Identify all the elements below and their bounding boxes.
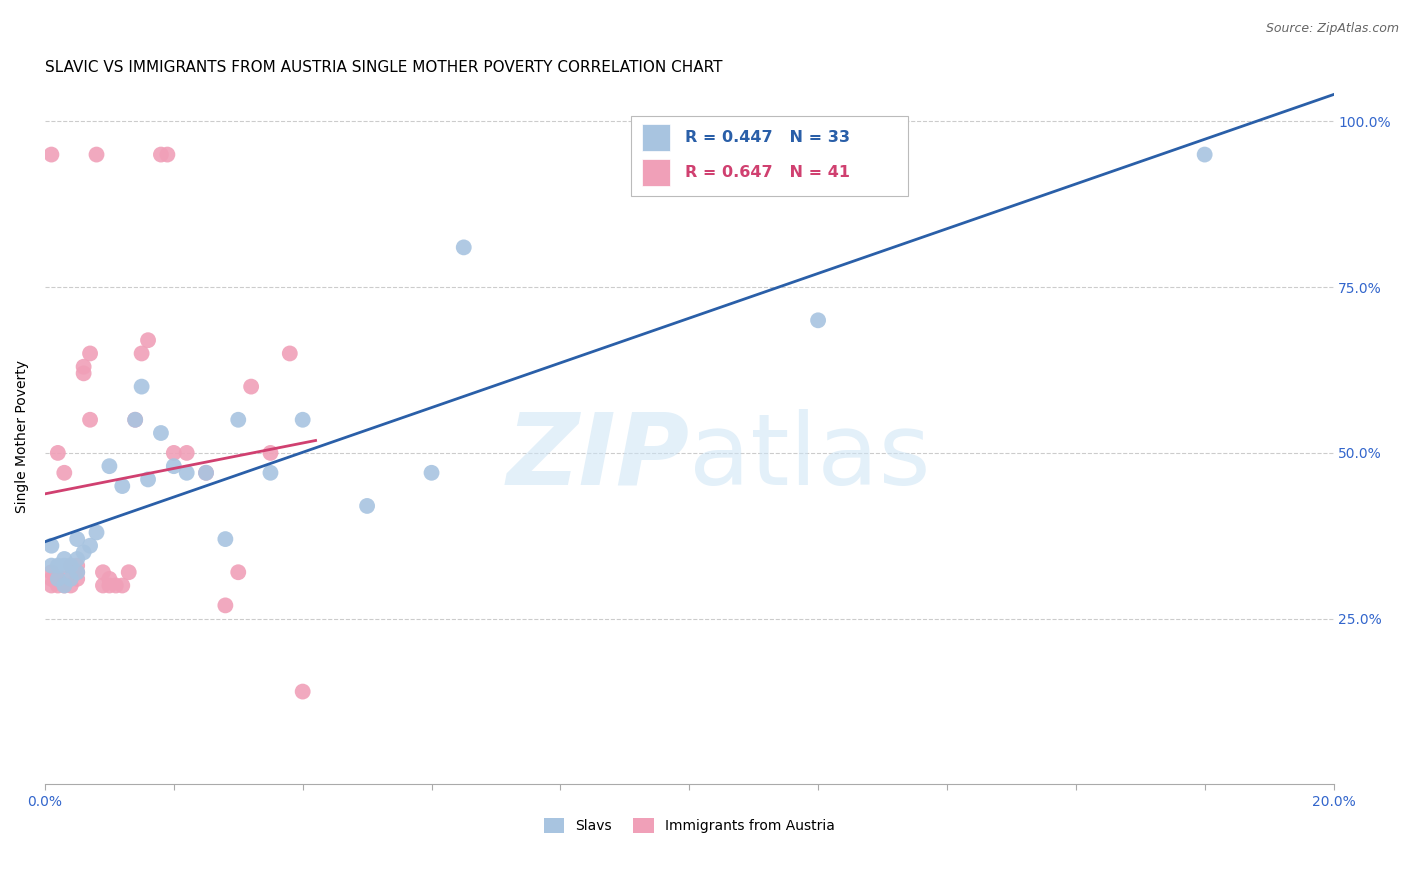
Point — [53, 552, 76, 566]
Point — [79, 346, 101, 360]
Point — [356, 499, 378, 513]
Point — [66, 566, 89, 580]
Text: Source: ZipAtlas.com: Source: ZipAtlas.com — [1265, 22, 1399, 36]
Point — [46, 572, 69, 586]
Point — [86, 525, 108, 540]
Point — [66, 572, 89, 586]
Point — [111, 578, 134, 592]
Text: SLAVIC VS IMMIGRANTS FROM AUSTRIA SINGLE MOTHER POVERTY CORRELATION CHART: SLAVIC VS IMMIGRANTS FROM AUSTRIA SINGLE… — [45, 60, 723, 75]
Text: ZIP: ZIP — [506, 409, 689, 506]
FancyBboxPatch shape — [631, 116, 908, 196]
Point — [214, 599, 236, 613]
Point — [453, 240, 475, 254]
Point — [41, 578, 63, 592]
Point — [124, 413, 146, 427]
Point — [278, 346, 301, 360]
Point — [240, 379, 263, 393]
Point — [59, 578, 82, 592]
Point — [156, 147, 179, 161]
Text: atlas: atlas — [689, 409, 931, 506]
Point — [163, 446, 186, 460]
Point — [195, 466, 218, 480]
Point — [46, 578, 69, 592]
Point — [53, 572, 76, 586]
Text: R = 0.647   N = 41: R = 0.647 N = 41 — [685, 165, 851, 180]
Point — [53, 466, 76, 480]
Point — [46, 446, 69, 460]
Point — [41, 566, 63, 580]
Point — [807, 313, 830, 327]
Point — [98, 578, 121, 592]
Point — [41, 539, 63, 553]
Bar — [641, 125, 669, 151]
Point — [72, 545, 94, 559]
Point — [86, 147, 108, 161]
Point — [259, 446, 281, 460]
Point — [176, 446, 198, 460]
Point — [136, 472, 159, 486]
Legend: Slavs, Immigrants from Austria: Slavs, Immigrants from Austria — [544, 818, 835, 833]
Point — [98, 572, 121, 586]
Point — [79, 413, 101, 427]
Point — [91, 578, 114, 592]
Point — [59, 572, 82, 586]
Point — [195, 466, 218, 480]
Point — [131, 379, 153, 393]
Point — [46, 572, 69, 586]
Point — [41, 558, 63, 573]
Point — [149, 425, 172, 440]
Point — [66, 558, 89, 573]
Text: R = 0.447   N = 33: R = 0.447 N = 33 — [685, 130, 851, 145]
Point — [176, 466, 198, 480]
Point — [226, 413, 249, 427]
Point — [111, 479, 134, 493]
Point — [104, 578, 127, 592]
Point — [53, 578, 76, 592]
Y-axis label: Single Mother Poverty: Single Mother Poverty — [15, 359, 30, 513]
Point — [46, 558, 69, 573]
Point — [1194, 147, 1216, 161]
Point — [214, 532, 236, 546]
Point — [72, 367, 94, 381]
Point — [136, 333, 159, 347]
Point — [66, 552, 89, 566]
Bar — [641, 160, 669, 186]
Point — [131, 346, 153, 360]
Point — [124, 413, 146, 427]
Point — [59, 558, 82, 573]
Point — [98, 459, 121, 474]
Point — [291, 684, 314, 698]
Point — [53, 558, 76, 573]
Point — [53, 578, 76, 592]
Point — [66, 566, 89, 580]
Point — [259, 466, 281, 480]
Point — [163, 459, 186, 474]
Point — [291, 413, 314, 427]
Point — [149, 147, 172, 161]
Point — [420, 466, 443, 480]
Point — [118, 566, 141, 580]
Point — [41, 572, 63, 586]
Point — [91, 566, 114, 580]
Point — [72, 359, 94, 374]
Point — [59, 558, 82, 573]
Point — [41, 147, 63, 161]
Point — [66, 532, 89, 546]
Point — [226, 566, 249, 580]
Point — [79, 539, 101, 553]
